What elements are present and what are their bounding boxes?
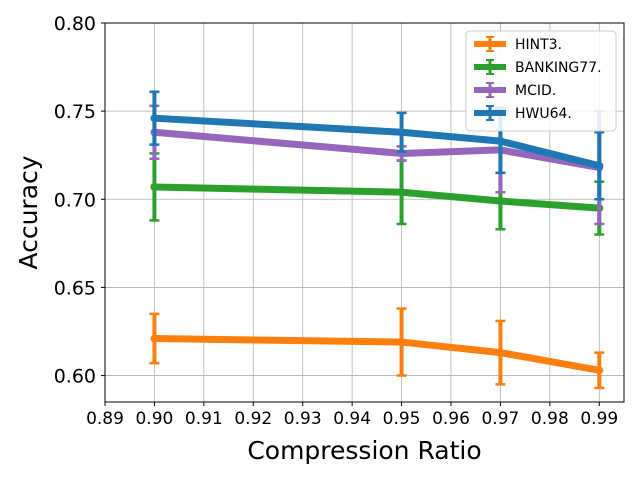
data-point	[150, 114, 159, 123]
series-banking77	[149, 152, 605, 236]
series-hint3	[149, 307, 605, 390]
y-tick-label: 0.80	[54, 13, 96, 35]
data-point	[150, 334, 159, 343]
data-point	[397, 128, 406, 137]
x-tick-label: 0.93	[284, 409, 322, 429]
y-tick-label: 0.70	[54, 189, 96, 211]
data-point	[496, 197, 505, 206]
legend-item: HWU64.	[474, 105, 572, 122]
y-axis-title: Accuracy	[14, 155, 43, 269]
legend-box	[465, 30, 617, 132]
data-point	[496, 137, 505, 146]
series-line	[154, 183, 600, 212]
legend-label: HINT3.	[515, 37, 562, 53]
data-point	[397, 338, 406, 347]
series-line	[154, 128, 600, 171]
legend: HINT3. BANKING77. MCID. HWU64.	[465, 30, 617, 132]
data-point	[496, 348, 505, 357]
y-tick-label: 0.75	[54, 101, 96, 123]
data-point	[595, 161, 604, 170]
data-point	[150, 182, 159, 191]
x-tick-label: 0.97	[481, 409, 519, 429]
x-tick-label: 0.95	[383, 409, 421, 429]
x-tick-label: 0.91	[185, 409, 223, 429]
series-line	[154, 335, 600, 374]
x-tick-label: 0.89	[86, 409, 124, 429]
legend-item: MCID.	[474, 82, 556, 99]
legend-label: BANKING77.	[515, 60, 602, 76]
series-hwu64	[149, 90, 605, 201]
x-axis-title: Compression Ratio	[247, 436, 481, 465]
x-tick-label: 0.96	[432, 409, 470, 429]
legend-item: HINT3.	[474, 36, 562, 53]
axis-ticks: 0.89 0.90 0.91 0.92 0.93 0.94 0.95 0.96 0.97 0.98…	[54, 13, 619, 429]
data-point	[595, 366, 604, 375]
legend-item: BANKING77.	[474, 59, 602, 76]
x-tick-label: 0.99	[580, 409, 618, 429]
series-layer	[149, 90, 605, 390]
x-tick-label: 0.92	[234, 409, 272, 429]
legend-label: HWU64.	[515, 106, 572, 122]
x-tick-label: 0.94	[333, 409, 371, 429]
x-tick-label: 0.90	[135, 409, 173, 429]
series-line	[154, 114, 601, 170]
y-tick-label: 0.65	[54, 277, 96, 299]
x-tick-label: 0.98	[531, 409, 569, 429]
legend-label: MCID.	[515, 83, 556, 99]
data-point	[397, 188, 406, 197]
plot-frame	[104, 22, 625, 403]
y-tick-label: 0.60	[54, 366, 96, 388]
